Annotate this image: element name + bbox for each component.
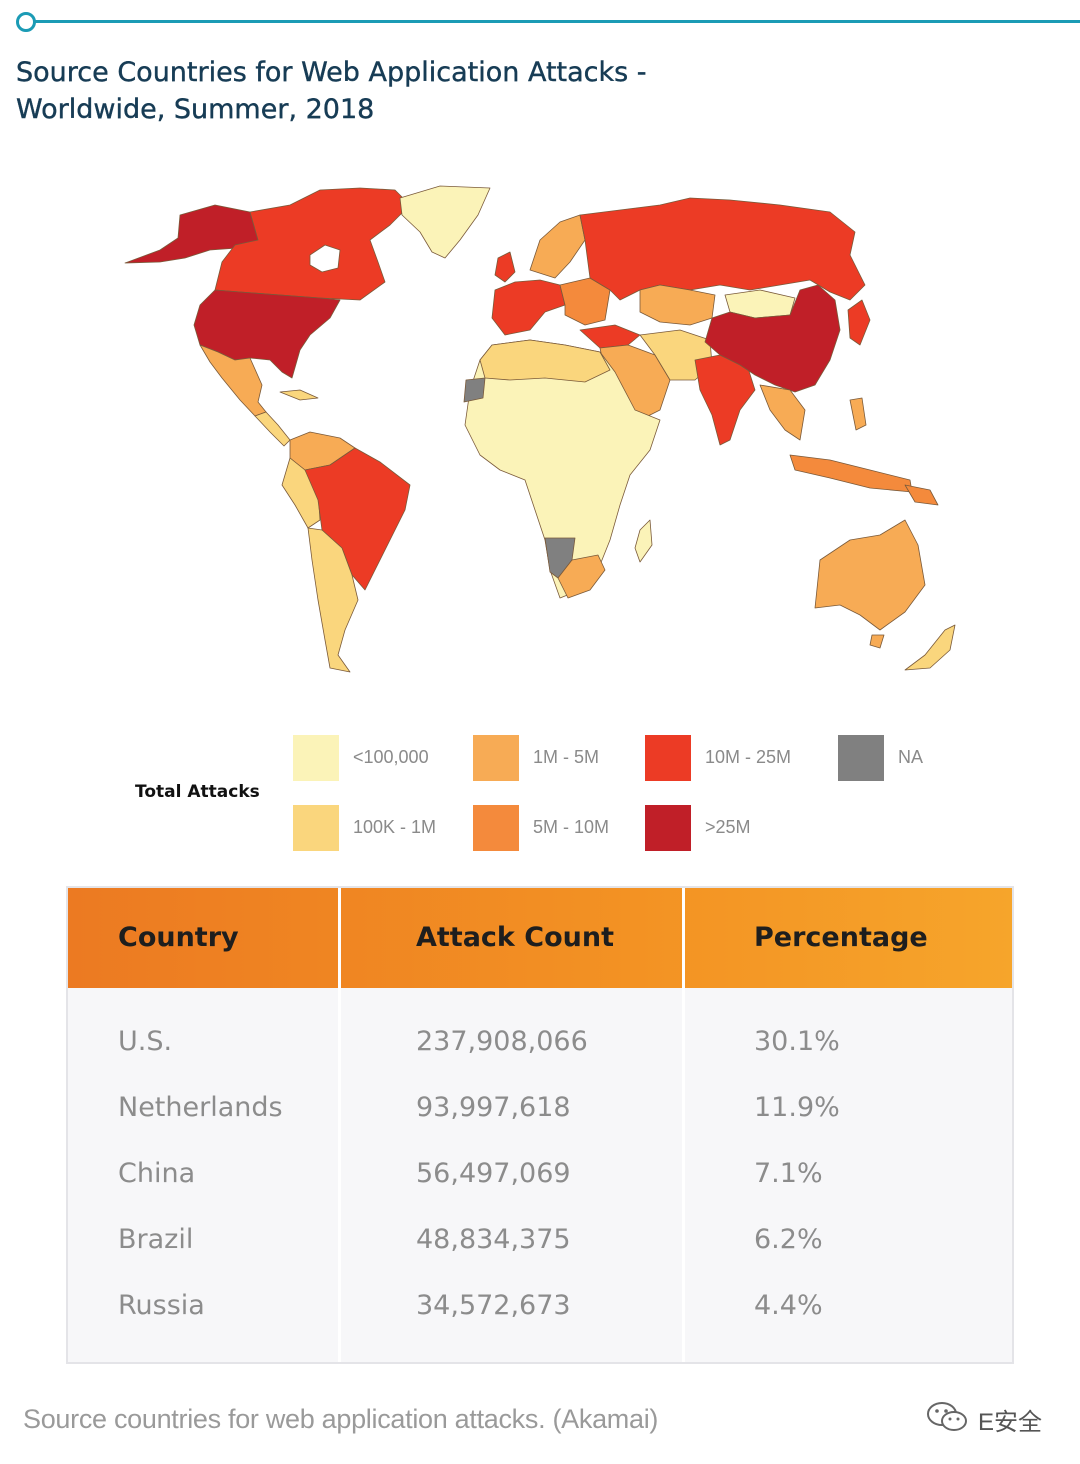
map-region-australia	[814, 519, 926, 631]
world-map	[124, 185, 956, 673]
cell-count: 34,572,673	[416, 1290, 571, 1321]
cell-percentage: 30.1%	[754, 1026, 840, 1057]
watermark: E安全	[926, 1400, 1066, 1436]
map-region-kazakhstan	[639, 284, 716, 326]
table-row: U.S. 237,908,066 30.1%	[68, 1009, 1012, 1075]
map-region-mexico	[199, 344, 267, 417]
header-attack-count: Attack Count	[416, 922, 615, 953]
table-row: Russia 34,572,673 4.4%	[68, 1273, 1012, 1339]
cell-percentage: 6.2%	[754, 1224, 823, 1255]
map-region-uk	[494, 251, 516, 283]
map-region-argentina	[307, 527, 359, 673]
legend-label: >25M	[705, 817, 751, 837]
table-row: Netherlands 93,997,618 11.9%	[68, 1075, 1012, 1141]
map-region-papua-new-guinea	[904, 484, 939, 506]
map-region-japan	[847, 299, 871, 346]
map-region-canada	[214, 187, 411, 301]
cell-percentage: 7.1%	[754, 1158, 823, 1189]
legend-label: 1M - 5M	[533, 747, 600, 767]
cell-percentage: 4.4%	[754, 1290, 823, 1321]
cell-count: 48,834,375	[416, 1224, 571, 1255]
map-region-southeast-asia	[759, 384, 806, 441]
map-region-turkey	[579, 324, 641, 349]
cell-count: 56,497,069	[416, 1158, 571, 1189]
map-region-russia	[579, 197, 866, 301]
cell-percentage: 11.9%	[754, 1092, 840, 1123]
legend-label: NA	[898, 747, 924, 767]
header-country: Country	[118, 922, 239, 953]
header-rule	[26, 20, 1080, 23]
cell-country: U.S.	[118, 1026, 173, 1057]
attack-table: Country Attack Count Percentage U.S. 237…	[66, 886, 1014, 1364]
image-caption: Source countries for web application att…	[23, 1404, 659, 1434]
column-divider	[682, 888, 685, 1362]
map-region-western-sahara	[463, 377, 486, 403]
map-region-central-america	[254, 411, 291, 447]
column-divider	[338, 888, 341, 1362]
table-row: China 56,497,069 7.1%	[68, 1141, 1012, 1207]
legend-swatch	[293, 735, 339, 781]
map-region-philippines	[849, 397, 867, 431]
legend-label: <100,000	[353, 747, 429, 767]
map-region-brazil	[304, 447, 411, 591]
cell-country: Netherlands	[118, 1092, 283, 1123]
legend-swatch	[645, 735, 691, 781]
cell-country: Brazil	[118, 1224, 194, 1255]
map-legend: Total Attacks <100,000 100K - 1M 1M - 5M…	[0, 725, 1080, 865]
map-region-alaska	[124, 204, 259, 264]
map-region-indonesia	[789, 454, 913, 493]
map-region-scandinavia	[529, 214, 586, 279]
map-region-north-africa	[479, 339, 611, 383]
cell-country: Russia	[118, 1290, 205, 1321]
legend-swatch	[645, 805, 691, 851]
map-region-western-europe	[491, 279, 566, 336]
title-line-2: Worldwide, Summer, 2018	[16, 94, 375, 125]
map-region-cuba	[279, 389, 319, 401]
cell-country: China	[118, 1158, 196, 1189]
table-row: Brazil 48,834,375 6.2%	[68, 1207, 1012, 1273]
page-title: Source Countries for Web Application Att…	[16, 54, 716, 128]
map-region-tasmania	[869, 634, 885, 649]
map-region-greenland	[399, 185, 491, 259]
cell-count: 93,997,618	[416, 1092, 571, 1123]
cell-count: 237,908,066	[416, 1026, 588, 1057]
map-region-china	[704, 284, 841, 393]
map-region-usa	[193, 289, 341, 379]
wechat-icon	[927, 1402, 967, 1431]
header-dot-icon	[16, 12, 36, 32]
legend-swatch	[293, 805, 339, 851]
header-percentage: Percentage	[754, 922, 928, 953]
title-line-1: Source Countries for Web Application Att…	[16, 57, 647, 88]
watermark-text: E安全	[978, 1409, 1043, 1436]
map-region-new-zealand	[904, 624, 956, 671]
legend-label: 5M - 10M	[533, 817, 610, 837]
map-region-south-africa	[557, 554, 606, 599]
legend-label: 10M - 25M	[705, 747, 792, 767]
legend-swatch	[838, 735, 884, 781]
legend-swatch	[473, 735, 519, 781]
map-region-madagascar	[634, 519, 653, 563]
legend-heading: Total Attacks	[135, 782, 260, 802]
legend-swatch	[473, 805, 519, 851]
table-header: Country Attack Count Percentage	[68, 888, 1012, 988]
legend-label: 100K - 1M	[353, 817, 437, 837]
map-hudson-bay	[309, 244, 341, 273]
